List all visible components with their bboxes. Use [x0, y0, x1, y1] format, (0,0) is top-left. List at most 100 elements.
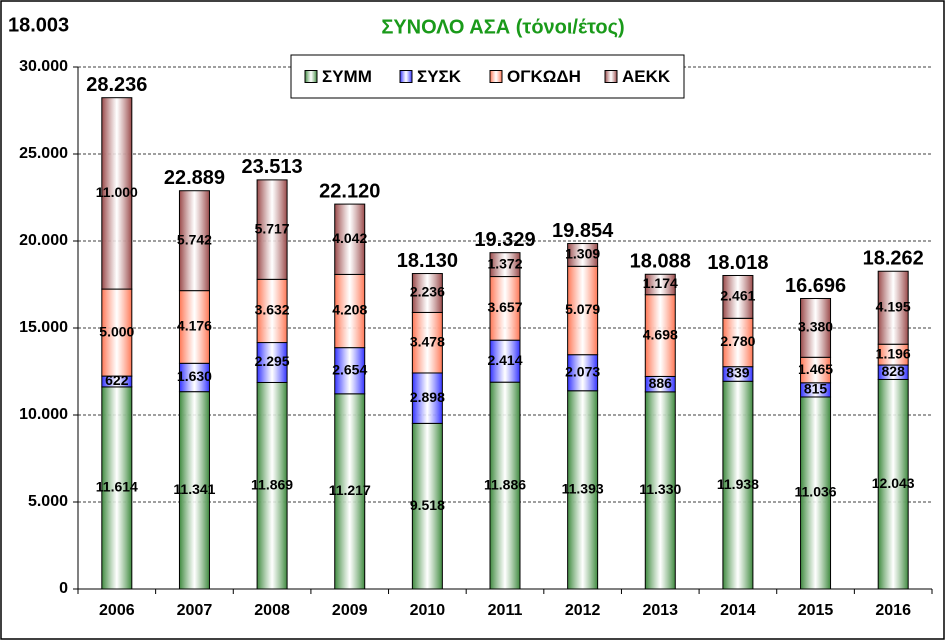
total-label: 19.854 — [552, 220, 614, 242]
data-label: 2.414 — [487, 352, 522, 368]
bar-segment — [256, 381, 288, 590]
data-label: 2.073 — [565, 363, 600, 379]
data-label: 2.654 — [332, 361, 367, 377]
x-tick-label: 2012 — [565, 602, 601, 619]
bar-segment — [334, 273, 366, 349]
data-label: 11.614 — [96, 479, 138, 495]
total-label: 22.120 — [319, 180, 380, 202]
legend-label: ΑΕΚΚ — [622, 67, 671, 86]
data-label: 5.079 — [565, 301, 600, 317]
bar-segment — [877, 378, 909, 590]
x-tick-label: 2011 — [488, 602, 523, 619]
x-tick-label: 2009 — [332, 602, 368, 619]
bar-segment — [256, 278, 288, 344]
data-label: 828 — [882, 363, 906, 379]
data-label: 1.630 — [177, 368, 212, 384]
total-label: 23.513 — [242, 156, 303, 178]
y-tick-label: 15.000 — [19, 319, 68, 336]
data-label: 4.176 — [177, 318, 212, 334]
bar-segment — [644, 391, 676, 590]
bar-segment — [101, 288, 133, 377]
bar-segment — [178, 290, 210, 364]
legend-box — [290, 54, 685, 99]
total-label: 28.236 — [86, 74, 147, 96]
data-label: 1.465 — [798, 361, 833, 377]
legend-label: ΣΥΜΜ — [322, 67, 372, 86]
data-label: 4.698 — [643, 326, 678, 342]
data-label: 11.330 — [639, 481, 681, 497]
bar-segment — [334, 347, 366, 395]
data-label: 11.938 — [717, 476, 759, 492]
bar-segment — [411, 273, 443, 313]
data-label: 4.042 — [332, 230, 367, 246]
data-label: 839 — [726, 365, 750, 381]
total-label: 16.696 — [785, 275, 846, 297]
data-label: 4.195 — [876, 298, 911, 314]
data-label: 5.000 — [99, 323, 134, 339]
data-label: 1.174 — [643, 275, 678, 291]
legend-label: ΣΥΣΚ — [417, 67, 462, 86]
bar-segment — [101, 386, 133, 590]
bar-segment — [567, 265, 599, 356]
total-label: 19.329 — [474, 229, 535, 251]
data-label: 5.742 — [177, 231, 212, 247]
x-tick-label: 2013 — [642, 602, 678, 619]
total-label: 22.889 — [164, 167, 225, 189]
legend-label: ΟΓΚΩΔΗ — [507, 67, 581, 86]
bar-segment — [800, 297, 832, 358]
data-label: 3.380 — [798, 319, 833, 335]
bar-segment — [877, 270, 909, 345]
y-tick-label: 30.000 — [19, 58, 68, 75]
bar-segment — [489, 381, 521, 590]
y-tick-label: 25.000 — [19, 145, 68, 162]
total-label: 18.262 — [863, 248, 924, 270]
bar-segment — [256, 179, 288, 280]
data-label: 12.043 — [872, 475, 915, 491]
chart-title: ΣΥΝΟΛΟ ΑΣΑ (τόνοι/έτος) — [381, 16, 624, 38]
data-label: 886 — [649, 375, 673, 391]
bar-segment — [800, 396, 832, 590]
data-label: 9.518 — [410, 497, 445, 513]
data-label: 2.780 — [720, 333, 755, 349]
bar-segment — [411, 311, 443, 374]
data-label: 1.309 — [565, 246, 600, 262]
bar-segment — [489, 252, 521, 278]
data-label: 11.393 — [562, 481, 604, 497]
legend-swatch — [489, 70, 503, 83]
y-tick-label: 10.000 — [19, 406, 68, 423]
y-tick-label: 20.000 — [19, 232, 68, 249]
bar-segment — [334, 203, 366, 275]
x-tick-label: 2007 — [177, 602, 213, 619]
x-tick-label: 2006 — [99, 602, 135, 619]
data-label: 11.341 — [173, 481, 215, 497]
data-label: 3.657 — [487, 299, 522, 315]
legend-swatch — [604, 70, 618, 83]
data-label: 3.632 — [255, 302, 290, 318]
data-label: 11.000 — [96, 184, 138, 200]
bar-segment — [722, 274, 754, 319]
x-tick-label: 2015 — [798, 602, 834, 619]
data-label: 815 — [804, 381, 828, 397]
data-label: 11.869 — [251, 476, 293, 492]
corner-label: 18.003 — [8, 14, 69, 36]
data-label: 1.196 — [876, 345, 911, 361]
data-label: 2.295 — [255, 353, 290, 369]
bar-segment — [178, 362, 210, 393]
data-label: 1.372 — [487, 255, 522, 271]
bar-segment — [644, 294, 676, 377]
total-label: 18.088 — [630, 251, 691, 273]
data-label: 11.036 — [795, 484, 837, 500]
bar-segment — [256, 342, 288, 383]
bar-segment — [489, 276, 521, 341]
x-tick-label: 2016 — [875, 602, 911, 619]
x-tick-label: 2010 — [410, 602, 446, 619]
y-tick-label: 0 — [59, 580, 68, 597]
bar-segment — [334, 393, 366, 590]
data-label: 2.898 — [410, 389, 445, 405]
data-label: 3.478 — [410, 333, 445, 349]
bar-segment — [101, 97, 133, 290]
bar-segment — [567, 243, 599, 267]
legend-swatch — [399, 70, 413, 83]
data-label: 4.208 — [332, 302, 367, 318]
